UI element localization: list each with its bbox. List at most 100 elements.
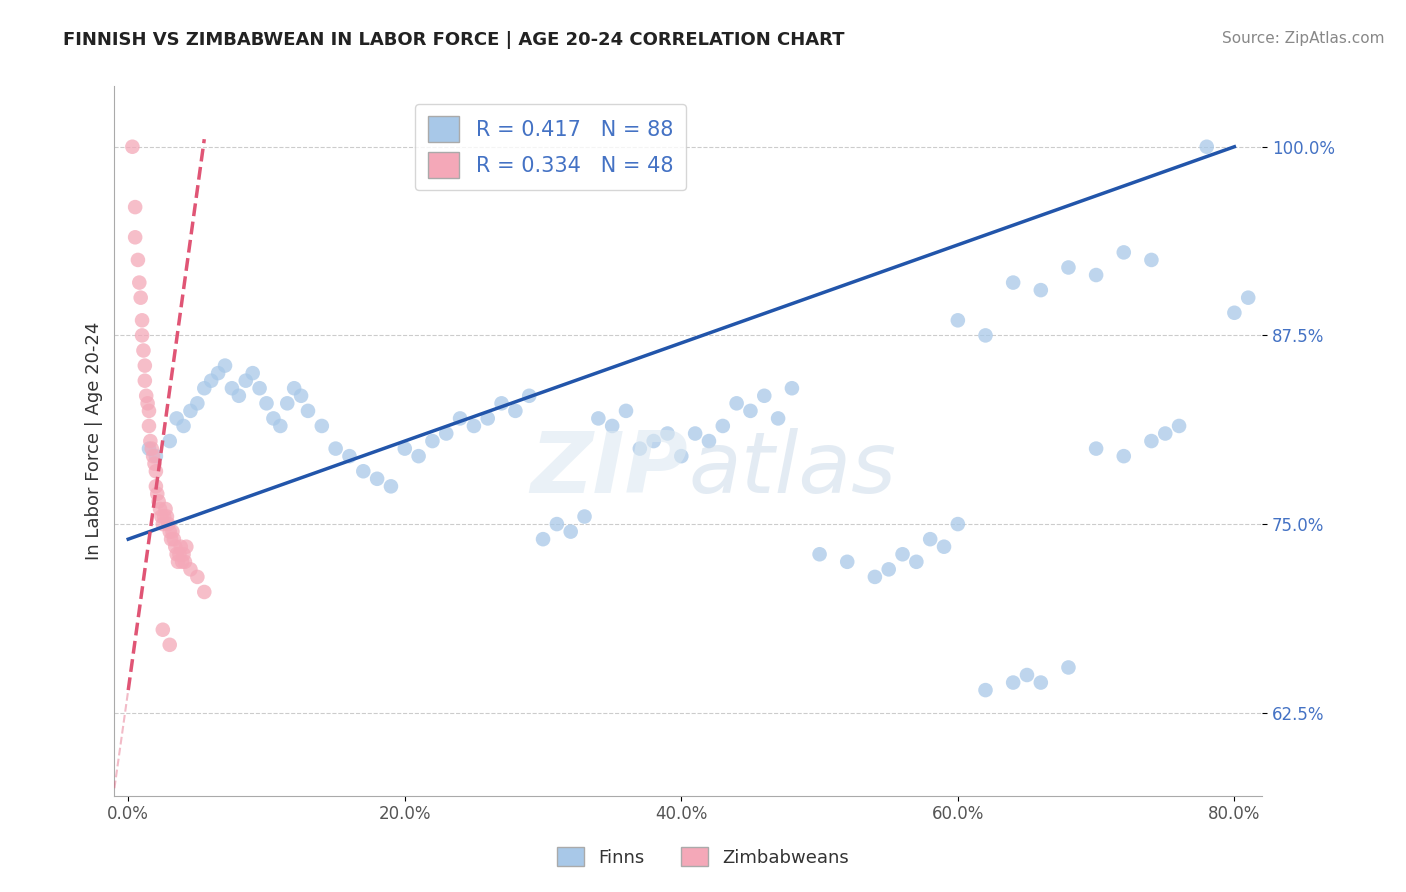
Point bbox=[138, 419, 160, 434]
Point bbox=[157, 517, 180, 532]
Point bbox=[877, 562, 900, 576]
Point bbox=[643, 434, 665, 448]
Point bbox=[891, 547, 914, 561]
Point bbox=[174, 555, 197, 569]
Point bbox=[808, 547, 831, 561]
Text: Source: ZipAtlas.com: Source: ZipAtlas.com bbox=[1222, 31, 1385, 46]
Point bbox=[380, 479, 402, 493]
Point bbox=[711, 419, 734, 434]
Point bbox=[142, 449, 165, 463]
Point bbox=[546, 517, 568, 532]
Point bbox=[134, 359, 156, 373]
Point bbox=[628, 442, 651, 456]
Point bbox=[186, 396, 208, 410]
Point bbox=[152, 623, 174, 637]
Point bbox=[780, 381, 803, 395]
Point bbox=[1057, 660, 1080, 674]
Legend: Finns, Zimbabweans: Finns, Zimbabweans bbox=[550, 840, 856, 874]
Point bbox=[325, 442, 347, 456]
Text: FINNISH VS ZIMBABWEAN IN LABOR FORCE | AGE 20-24 CORRELATION CHART: FINNISH VS ZIMBABWEAN IN LABOR FORCE | A… bbox=[63, 31, 845, 49]
Point bbox=[1140, 434, 1163, 448]
Point bbox=[339, 449, 361, 463]
Point bbox=[1237, 291, 1260, 305]
Point bbox=[167, 555, 190, 569]
Point bbox=[297, 404, 319, 418]
Point bbox=[159, 524, 181, 539]
Point bbox=[600, 419, 623, 434]
Point bbox=[560, 524, 582, 539]
Point bbox=[269, 419, 291, 434]
Point bbox=[193, 585, 215, 599]
Point bbox=[214, 359, 236, 373]
Point bbox=[132, 343, 155, 358]
Point bbox=[1002, 276, 1025, 290]
Point bbox=[725, 396, 748, 410]
Point bbox=[920, 532, 942, 546]
Point bbox=[145, 464, 167, 478]
Point bbox=[588, 411, 610, 425]
Point bbox=[290, 389, 312, 403]
Point bbox=[221, 381, 243, 395]
Point bbox=[1029, 283, 1052, 297]
Point bbox=[1057, 260, 1080, 275]
Point bbox=[139, 434, 162, 448]
Point bbox=[311, 419, 333, 434]
Point bbox=[905, 555, 928, 569]
Point bbox=[1015, 668, 1038, 682]
Point bbox=[163, 532, 186, 546]
Point bbox=[1029, 675, 1052, 690]
Point bbox=[837, 555, 859, 569]
Point bbox=[145, 479, 167, 493]
Point bbox=[159, 638, 181, 652]
Point bbox=[505, 404, 527, 418]
Point bbox=[186, 570, 208, 584]
Point bbox=[477, 411, 499, 425]
Point bbox=[131, 328, 153, 343]
Point bbox=[159, 434, 181, 448]
Point bbox=[149, 502, 172, 516]
Point bbox=[657, 426, 679, 441]
Point bbox=[169, 547, 191, 561]
Point bbox=[671, 449, 693, 463]
Point bbox=[697, 434, 720, 448]
Point bbox=[434, 426, 457, 441]
Point bbox=[249, 381, 271, 395]
Point bbox=[946, 313, 969, 327]
Point bbox=[283, 381, 305, 395]
Point bbox=[366, 472, 388, 486]
Point bbox=[166, 411, 188, 425]
Point bbox=[150, 509, 173, 524]
Point bbox=[408, 449, 430, 463]
Point bbox=[124, 200, 146, 214]
Point bbox=[422, 434, 444, 448]
Point bbox=[179, 404, 201, 418]
Point bbox=[156, 509, 179, 524]
Point bbox=[766, 411, 789, 425]
Point bbox=[136, 396, 159, 410]
Point bbox=[141, 442, 163, 456]
Point bbox=[176, 540, 198, 554]
Point bbox=[974, 328, 997, 343]
Point bbox=[143, 457, 166, 471]
Point bbox=[256, 396, 278, 410]
Point bbox=[131, 313, 153, 327]
Point bbox=[946, 517, 969, 532]
Point bbox=[683, 426, 706, 441]
Point bbox=[145, 449, 167, 463]
Point bbox=[932, 540, 955, 554]
Point bbox=[165, 540, 187, 554]
Point bbox=[129, 291, 152, 305]
Point bbox=[1085, 268, 1108, 282]
Point bbox=[1168, 419, 1191, 434]
Text: ZIP: ZIP bbox=[530, 428, 688, 511]
Point bbox=[614, 404, 637, 418]
Point bbox=[1002, 675, 1025, 690]
Point bbox=[124, 230, 146, 244]
Point bbox=[276, 396, 298, 410]
Point bbox=[155, 502, 177, 516]
Point bbox=[228, 389, 250, 403]
Point bbox=[135, 389, 157, 403]
Legend: R = 0.417   N = 88, R = 0.334   N = 48: R = 0.417 N = 88, R = 0.334 N = 48 bbox=[415, 103, 686, 190]
Point bbox=[173, 547, 195, 561]
Point bbox=[574, 509, 596, 524]
